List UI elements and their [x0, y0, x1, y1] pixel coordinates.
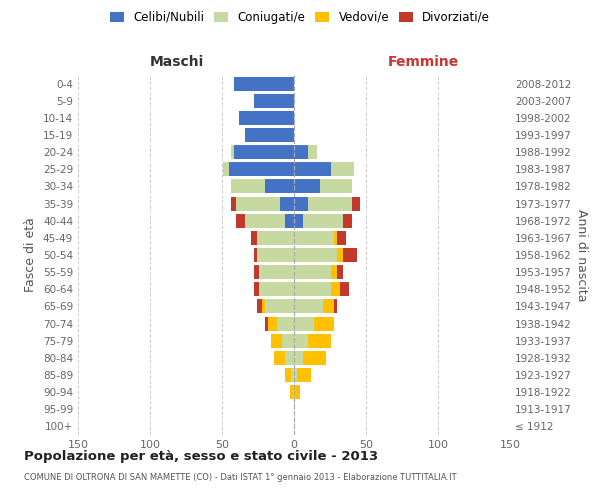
Bar: [308, 145, 317, 159]
Y-axis label: Fasce di età: Fasce di età: [25, 218, 37, 292]
Bar: [291, 368, 294, 382]
Bar: [286, 214, 294, 228]
Bar: [257, 248, 294, 262]
Bar: [236, 196, 280, 210]
Bar: [314, 316, 334, 330]
Bar: [286, 368, 291, 382]
Text: COMUNE DI OLTRONA DI SAN MAMETTE (CO) - Dati ISTAT 1° gennaio 2013 - Elaborazion: COMUNE DI OLTRONA DI SAN MAMETTE (CO) - …: [24, 472, 457, 482]
Bar: [294, 265, 331, 279]
Bar: [294, 300, 323, 314]
Bar: [323, 300, 334, 314]
Bar: [337, 231, 346, 245]
Text: Popolazione per età, sesso e stato civile - 2013: Popolazione per età, sesso e stato civil…: [24, 450, 378, 463]
Bar: [340, 282, 349, 296]
Bar: [280, 196, 294, 210]
Bar: [308, 334, 331, 347]
Bar: [265, 316, 268, 330]
Bar: [294, 282, 331, 296]
Bar: [233, 145, 294, 159]
Bar: [271, 334, 283, 347]
Bar: [343, 214, 352, 228]
Bar: [230, 145, 233, 159]
Bar: [294, 162, 331, 176]
Bar: [262, 300, 265, 314]
Bar: [286, 351, 294, 365]
Bar: [302, 214, 343, 228]
Bar: [259, 282, 294, 296]
Bar: [294, 196, 308, 210]
Bar: [334, 231, 337, 245]
Bar: [308, 196, 352, 210]
Bar: [337, 248, 343, 262]
Bar: [334, 300, 337, 314]
Bar: [283, 334, 294, 347]
Bar: [265, 180, 294, 194]
Bar: [230, 196, 236, 210]
Bar: [294, 180, 320, 194]
Bar: [251, 231, 257, 245]
Bar: [233, 76, 294, 90]
Bar: [343, 248, 358, 262]
Bar: [294, 351, 302, 365]
Bar: [277, 316, 294, 330]
Text: Maschi: Maschi: [150, 55, 204, 69]
Bar: [294, 334, 308, 347]
Bar: [290, 385, 293, 399]
Bar: [254, 94, 294, 108]
Bar: [352, 196, 360, 210]
Bar: [294, 145, 308, 159]
Bar: [293, 385, 294, 399]
Bar: [331, 162, 355, 176]
Bar: [257, 300, 262, 314]
Bar: [239, 111, 294, 125]
Bar: [229, 162, 294, 176]
Bar: [268, 316, 277, 330]
Bar: [259, 265, 294, 279]
Bar: [294, 316, 314, 330]
Bar: [337, 265, 343, 279]
Bar: [294, 231, 334, 245]
Bar: [302, 351, 326, 365]
Bar: [265, 300, 294, 314]
Text: Femmine: Femmine: [388, 55, 458, 69]
Bar: [223, 162, 229, 176]
Bar: [254, 248, 257, 262]
Bar: [294, 214, 302, 228]
Bar: [230, 180, 265, 194]
Bar: [294, 368, 297, 382]
Y-axis label: Anni di nascita: Anni di nascita: [575, 209, 588, 301]
Legend: Celibi/Nubili, Coniugati/e, Vedovi/e, Divorziati/e: Celibi/Nubili, Coniugati/e, Vedovi/e, Di…: [110, 11, 490, 24]
Bar: [257, 231, 294, 245]
Bar: [320, 180, 352, 194]
Bar: [236, 214, 245, 228]
Bar: [245, 214, 286, 228]
Bar: [294, 248, 337, 262]
Bar: [294, 385, 300, 399]
Bar: [331, 265, 337, 279]
Bar: [254, 282, 259, 296]
Bar: [274, 351, 286, 365]
Bar: [331, 282, 340, 296]
Bar: [245, 128, 294, 142]
Bar: [254, 265, 259, 279]
Bar: [297, 368, 311, 382]
